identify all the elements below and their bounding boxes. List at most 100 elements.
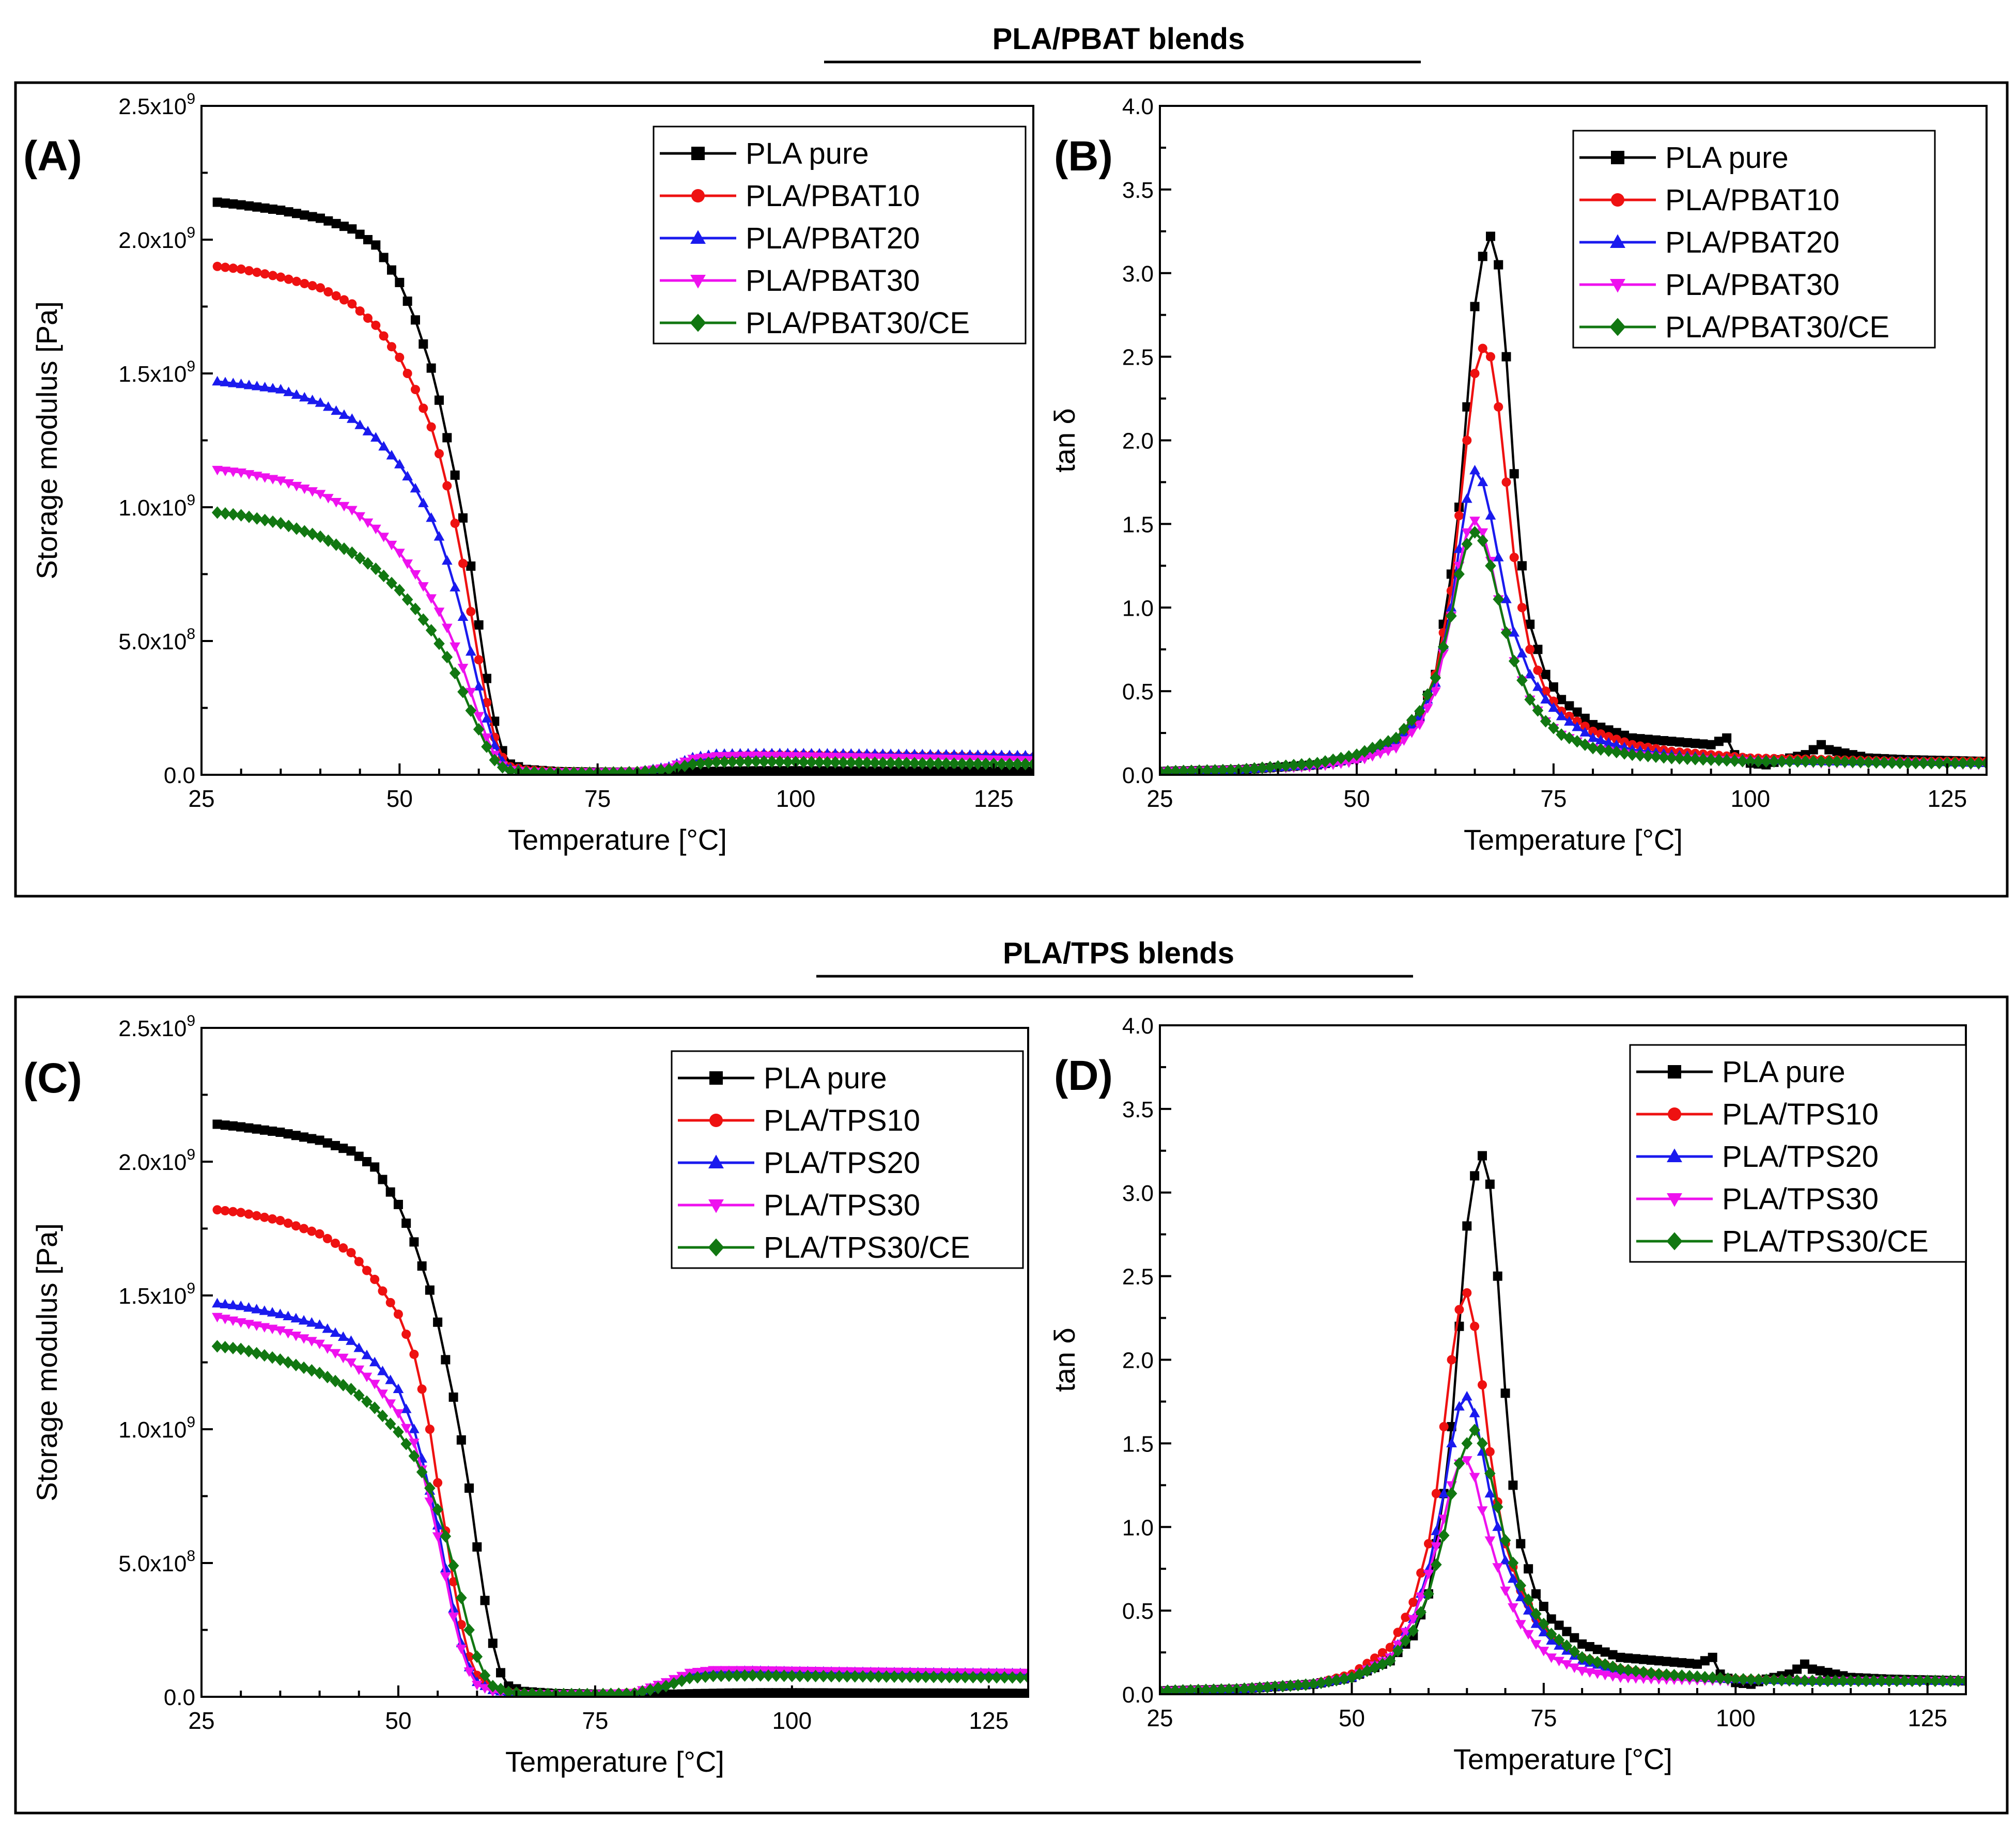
data-point: [299, 392, 310, 402]
data-point: [893, 757, 905, 770]
data-point: [671, 761, 683, 774]
data-point: [1370, 1653, 1379, 1663]
data-point: [284, 207, 293, 217]
data-point: [747, 1669, 758, 1682]
data-point: [764, 1688, 773, 1697]
data-point: [1323, 1675, 1335, 1688]
data-point: [1516, 1539, 1526, 1549]
data-point: [1659, 736, 1669, 745]
data-point: [829, 756, 841, 769]
data-point: [1799, 1674, 1810, 1687]
data-point: [379, 253, 389, 262]
legend-swatch-marker: [1610, 234, 1625, 248]
data-point: [1548, 702, 1559, 712]
data-point: [1579, 727, 1591, 737]
data-point: [1446, 1487, 1457, 1500]
data-point: [854, 766, 864, 775]
data-point: [1225, 763, 1236, 775]
data-point: [227, 378, 239, 387]
data-point: [268, 204, 277, 214]
data-point: [1416, 1568, 1426, 1578]
data-point: [647, 764, 659, 775]
data-point: [1886, 756, 1898, 769]
data-point: [1022, 1671, 1028, 1684]
data-point: [482, 674, 491, 683]
data-point: [1401, 1613, 1410, 1622]
data-point: [292, 209, 301, 218]
data-point: [259, 1125, 269, 1135]
data-point: [1929, 1674, 1941, 1688]
data-point: [1736, 755, 1748, 768]
data-point: [394, 584, 406, 597]
data-point: [1791, 1674, 1803, 1687]
data-point: [720, 767, 729, 775]
x-tick-label: 25: [188, 1707, 214, 1734]
data-point: [1879, 756, 1890, 769]
data-point: [823, 766, 832, 775]
data-point: [1692, 1670, 1703, 1683]
data-point: [1492, 1501, 1503, 1513]
data-point: [322, 494, 334, 504]
data-point: [1000, 1689, 1010, 1697]
data-point: [739, 1669, 751, 1682]
data-point: [362, 1265, 371, 1275]
data-point: [268, 271, 277, 280]
data-point: [259, 473, 271, 483]
data-point: [283, 479, 294, 489]
data-point: [1592, 1669, 1603, 1679]
data-point: [300, 210, 309, 220]
data-point: [244, 266, 254, 276]
x-tick-label: 75: [584, 785, 611, 812]
data-point: [1562, 1627, 1572, 1636]
data-point: [1545, 1628, 1557, 1640]
legend-item: PLA/TPS30/CE: [1636, 1225, 1929, 1258]
y-tick-label: 0.5: [1122, 1599, 1154, 1624]
data-point: [409, 1439, 420, 1448]
data-point: [456, 1645, 467, 1654]
data-point: [1461, 528, 1472, 538]
data-point: [1477, 1506, 1488, 1516]
data-point: [1399, 736, 1409, 746]
y-tick-label: 1.0x109: [118, 492, 195, 521]
legend-swatch-marker: [1667, 1193, 1682, 1207]
data-point: [411, 385, 420, 395]
data-point: [267, 1351, 278, 1364]
data-point: [338, 1144, 348, 1153]
data-point: [362, 557, 374, 570]
data-point: [1264, 760, 1276, 774]
data-point: [1906, 1674, 1918, 1688]
data-point: [418, 403, 428, 413]
data-point: [402, 471, 413, 481]
data-point: [1615, 1663, 1626, 1676]
data-point: [1599, 1658, 1611, 1671]
data-point: [1870, 756, 1882, 769]
data-point: [1706, 740, 1716, 749]
data-point: [339, 222, 349, 231]
data-point: [395, 352, 405, 362]
data-point: [411, 315, 420, 325]
data-point: [1469, 1424, 1480, 1436]
data-point: [937, 1688, 947, 1697]
data-point: [1538, 1647, 1549, 1657]
data-point: [1462, 402, 1472, 412]
data-point: [307, 487, 318, 497]
data-point: [441, 555, 453, 565]
data-point: [701, 1689, 710, 1697]
data-point: [1374, 738, 1386, 751]
data-point: [1006, 1671, 1018, 1684]
data-point: [1383, 746, 1394, 757]
data-point: [1685, 1659, 1695, 1668]
data-point: [220, 1299, 231, 1308]
data-point: [331, 218, 341, 228]
data-point: [260, 203, 270, 213]
data-point: [322, 1323, 333, 1333]
data-point: [703, 756, 715, 769]
data-point: [1673, 752, 1685, 765]
data-point: [1815, 1666, 1825, 1676]
data-point: [849, 1670, 861, 1683]
data-point: [1800, 755, 1811, 768]
y-tick-label: 2.0x109: [118, 1146, 195, 1175]
data-point: [1300, 1678, 1312, 1691]
data-point: [959, 1670, 971, 1684]
data-point: [1500, 1586, 1511, 1597]
